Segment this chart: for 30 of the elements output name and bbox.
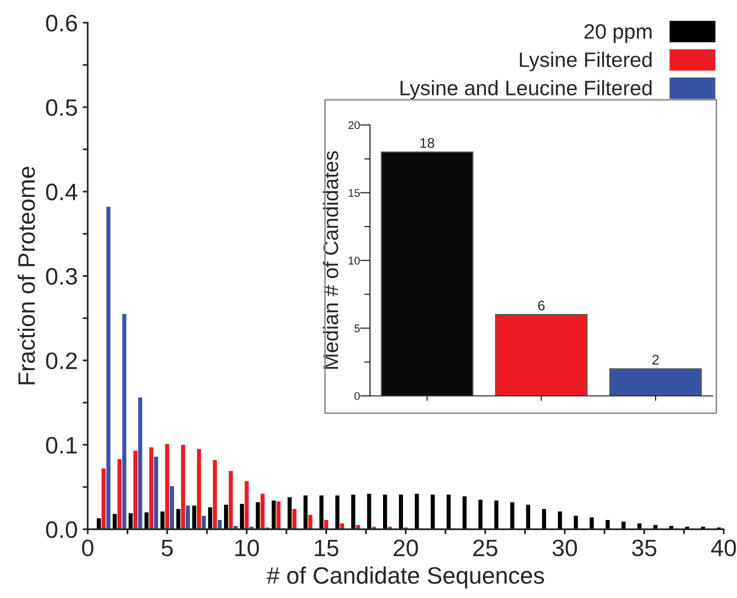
x-tick-label: 35 [632, 540, 656, 556]
legend-label: Lysine Filtered [520, 52, 652, 72]
x-tick-label: 20 [394, 540, 418, 556]
y-tick-label: 10 [348, 256, 360, 265]
y-tick-label: 0.6 [46, 14, 77, 32]
data-label: 18 [420, 138, 434, 148]
y-tick-label: 0 [354, 392, 360, 400]
y-axis-title: Fraction of Proteome [18, 166, 35, 384]
y-tick-label: 0.0 [46, 521, 78, 538]
x-tick-label: 5 [162, 540, 173, 556]
x-tick-label: 30 [552, 540, 577, 556]
y-axis-title: Median # of Candidates [322, 151, 338, 369]
y-tick-label: 0.1 [46, 436, 77, 454]
x-tick-label: 40 [711, 540, 736, 556]
x-tick-label: 15 [314, 540, 338, 556]
x-tick-label: 10 [235, 540, 259, 556]
y-tick-label: 15 [348, 189, 360, 197]
x-tick-label: 0 [82, 540, 94, 556]
data-label: 6 [538, 300, 545, 310]
y-tick-label: 20 [348, 121, 360, 130]
x-axis-title: # of Candidate Sequences [266, 566, 544, 589]
x-tick-label: 25 [473, 540, 498, 556]
y-tick-label: 0.4 [46, 184, 78, 200]
legend-label: 20 ppm [584, 24, 652, 43]
y-tick-label: 0.2 [46, 352, 77, 370]
y-tick-label: 5 [354, 324, 360, 332]
data-label: 2 [652, 354, 659, 365]
legend-label: Lysine and Leucine Filtered [400, 80, 652, 100]
y-tick-label: 0.3 [46, 268, 77, 285]
y-tick-label: 0.5 [46, 99, 77, 116]
